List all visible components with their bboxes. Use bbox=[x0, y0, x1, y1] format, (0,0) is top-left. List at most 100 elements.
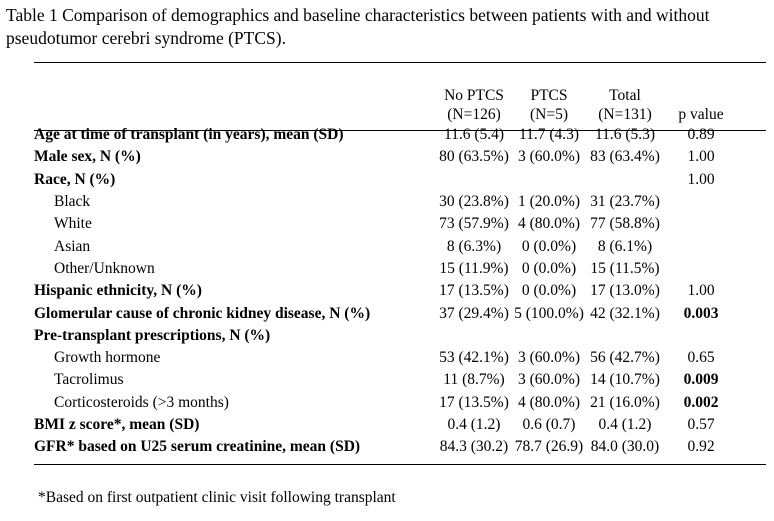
cell-no-ptcs: 17 (13.5%) bbox=[439, 282, 509, 300]
header-rule bbox=[34, 130, 766, 131]
table-row: Glomerular cause of chronic kidney disea… bbox=[34, 302, 736, 324]
cell-ptcs bbox=[514, 325, 584, 347]
table-row: Age at time of transplant (in years), me… bbox=[34, 124, 736, 146]
table-row: White 73 (57.9%) 4 (80.0%) 77 (58.8%) bbox=[34, 213, 736, 235]
cell-total: 14 (10.7%) bbox=[590, 371, 660, 389]
cell-ptcs: 0 (0.0%) bbox=[521, 259, 577, 277]
row-label: Other/Unknown bbox=[54, 259, 155, 277]
cell-total: 15 (11.5%) bbox=[590, 259, 660, 277]
table-caption: Table 1 Comparison of demographics and b… bbox=[6, 5, 710, 48]
header-total: Total (N=131) bbox=[598, 87, 652, 123]
cell-pvalue: 1.00 bbox=[687, 282, 715, 300]
table-row: Growth hormone 53 (42.1%) 3 (60.0%) 56 (42.… bbox=[34, 347, 736, 369]
cell-total: 0.4 (1.2) bbox=[598, 416, 652, 433]
cell-ptcs: 0 (0.0%) bbox=[521, 282, 577, 300]
cell-pvalue: 1.00 bbox=[687, 148, 715, 166]
row-label: Black bbox=[54, 193, 91, 211]
cell-ptcs: 5 (100.0%) bbox=[514, 304, 584, 322]
row-label: Asian bbox=[54, 237, 91, 255]
cell-no-ptcs: 11 (8.7%) bbox=[443, 371, 505, 389]
table-top-rule bbox=[34, 62, 766, 63]
row-label: Hispanic ethnicity, N (%) bbox=[34, 282, 202, 300]
row-label: Tacrolimus bbox=[54, 371, 124, 389]
row-label: Growth hormone bbox=[54, 349, 161, 367]
cell-total: 21 (16.0%) bbox=[590, 393, 660, 411]
table-row: BMI z score*, mean (SD) 0.4 (1.2) 0.6 (0.7… bbox=[34, 414, 736, 436]
cell-no-ptcs: 0.4 (1.2) bbox=[447, 416, 501, 433]
cell-ptcs: 4 (80.0%) bbox=[518, 393, 580, 411]
cell-pvalue: 0.65 bbox=[687, 349, 715, 367]
cell-no-ptcs: 80 (63.5%) bbox=[439, 148, 509, 166]
table-row: Black 30 (23.8%) 1 (20.0%) 31 (23.7%) bbox=[34, 191, 736, 213]
cell-no-ptcs: 17 (13.5%) bbox=[439, 393, 509, 411]
cell-no-ptcs bbox=[434, 169, 514, 191]
header-pvalue: p value bbox=[678, 106, 724, 123]
row-label: White bbox=[54, 215, 92, 233]
cell-no-ptcs: 53 (42.1%) bbox=[439, 349, 509, 367]
cell-pvalue: 0.92 bbox=[687, 438, 715, 456]
table-row: Race, N (%) 1.00 bbox=[34, 169, 736, 191]
cell-no-ptcs: 30 (23.8%) bbox=[439, 193, 509, 211]
cell-pvalue bbox=[666, 235, 736, 257]
cell-ptcs bbox=[514, 169, 584, 191]
cell-no-ptcs: 73 (57.9%) bbox=[439, 215, 509, 233]
cell-total: 17 (13.0%) bbox=[590, 282, 660, 300]
table-footnote: *Based on first outpatient clinic visit … bbox=[38, 489, 396, 506]
header-ptcs: PTCS (N=5) bbox=[529, 87, 568, 123]
cell-pvalue: 0.57 bbox=[687, 416, 715, 433]
row-label: GFR* based on U25 serum creatinine, mean… bbox=[34, 438, 361, 456]
cell-total: 56 (42.7%) bbox=[590, 349, 660, 367]
cell-pvalue: 1.00 bbox=[687, 170, 715, 188]
table-row: Tacrolimus 11 (8.7%) 3 (60.0%) 14 (10.7%) 0.… bbox=[34, 369, 736, 391]
cell-total: 42 (32.1%) bbox=[590, 304, 660, 322]
cell-pvalue bbox=[666, 258, 736, 280]
header-no-ptcs: No PTCS (N=126) bbox=[444, 87, 504, 123]
cell-ptcs: 78.7 (26.9) bbox=[514, 438, 584, 456]
cell-total: 8 (6.1%) bbox=[597, 237, 653, 255]
row-label: BMI z score*, mean (SD) bbox=[34, 416, 200, 433]
cell-ptcs: 3 (60.0%) bbox=[518, 371, 580, 389]
cell-total bbox=[584, 169, 666, 191]
cell-pvalue bbox=[666, 213, 736, 235]
header-blank bbox=[34, 86, 434, 124]
cell-no-ptcs: 11.6 (5.4) bbox=[443, 126, 505, 144]
cell-no-ptcs bbox=[434, 325, 514, 347]
table-row: GFR* based on U25 serum creatinine, mean… bbox=[34, 436, 736, 458]
cell-pvalue: 0.002 bbox=[683, 393, 719, 411]
row-label: Race, N (%) bbox=[34, 170, 116, 188]
row-label: Age at time of transplant (in years), me… bbox=[34, 126, 344, 144]
cell-total: 31 (23.7%) bbox=[590, 193, 660, 211]
cell-pvalue: 0.89 bbox=[687, 126, 715, 144]
table-row: Corticosteroids (>3 months) 17 (13.5%) 4 (… bbox=[34, 392, 736, 414]
cell-total bbox=[584, 325, 666, 347]
row-label: Glomerular cause of chronic kidney disea… bbox=[34, 304, 371, 322]
cell-ptcs: 1 (20.0%) bbox=[518, 193, 580, 211]
table-row: Pre-transplant prescriptions, N (%) bbox=[34, 325, 736, 347]
cell-total: 83 (63.4%) bbox=[590, 148, 660, 166]
cell-ptcs: 0 (0.0%) bbox=[521, 237, 577, 255]
cell-pvalue: 0.003 bbox=[683, 304, 719, 322]
cell-total: 84.0 (30.0) bbox=[590, 438, 660, 456]
table-row: Asian 8 (6.3%) 0 (0.0%) 8 (6.1%) bbox=[34, 235, 736, 257]
table-bottom-rule bbox=[34, 464, 766, 465]
cell-ptcs: 4 (80.0%) bbox=[518, 215, 580, 233]
cell-pvalue bbox=[666, 191, 736, 213]
row-label: Male sex, N (%) bbox=[34, 148, 141, 166]
cell-total: 77 (58.8%) bbox=[590, 215, 660, 233]
demographics-table: No PTCS (N=126) PTCS (N=5) Total (N=131) p … bbox=[34, 86, 736, 458]
cell-pvalue: 0.009 bbox=[683, 371, 719, 389]
table-row: Male sex, N (%) 80 (63.5%) 3 (60.0%) 83 (63… bbox=[34, 146, 736, 168]
cell-pvalue bbox=[666, 325, 736, 347]
cell-no-ptcs: 37 (29.4%) bbox=[439, 304, 509, 322]
table-row: Other/Unknown 15 (11.9%) 0 (0.0%) 15 (11.5%… bbox=[34, 258, 736, 280]
cell-ptcs: 0.6 (0.7) bbox=[522, 416, 576, 433]
row-label: Corticosteroids (>3 months) bbox=[54, 393, 229, 411]
cell-no-ptcs: 84.3 (30.2) bbox=[439, 438, 509, 456]
cell-total: 11.6 (5.3) bbox=[594, 126, 656, 144]
cell-ptcs: 3 (60.0%) bbox=[518, 349, 580, 367]
cell-no-ptcs: 8 (6.3%) bbox=[446, 237, 502, 255]
cell-no-ptcs: 15 (11.9%) bbox=[439, 259, 509, 277]
cell-ptcs: 11.7 (4.3) bbox=[518, 126, 580, 144]
row-label: Pre-transplant prescriptions, N (%) bbox=[34, 326, 271, 344]
table-row: Hispanic ethnicity, N (%) 17 (13.5%) 0 (0.… bbox=[34, 280, 736, 302]
